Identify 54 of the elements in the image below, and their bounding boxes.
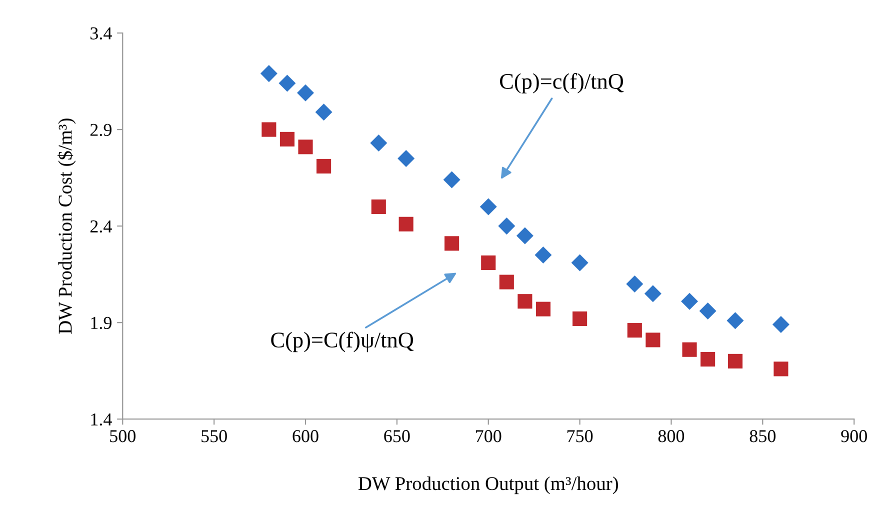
point [498, 218, 516, 235]
point [370, 134, 388, 152]
x-tick-label: 750 [567, 430, 593, 442]
point [518, 294, 532, 309]
point [772, 316, 790, 334]
y-tick-label: 3.4 [90, 27, 112, 40]
annotation: C(p)=c(f)/tnQ [500, 73, 624, 94]
point [681, 292, 698, 310]
y-tick-label: 2.4 [90, 220, 112, 233]
point [774, 362, 788, 376]
point [499, 274, 514, 290]
point [371, 199, 386, 214]
point [726, 312, 744, 330]
annotation: C(p)=C(f)ψ/tnQ [271, 332, 414, 352]
point [443, 171, 460, 188]
point [516, 227, 534, 244]
x-tick-label: 650 [384, 430, 410, 442]
point [627, 323, 642, 338]
y-tick-label: 1.9 [91, 316, 112, 330]
point [278, 74, 296, 92]
point [534, 246, 552, 264]
point [571, 254, 588, 272]
point [682, 342, 697, 357]
point [572, 311, 588, 326]
point [646, 332, 660, 348]
point [700, 352, 716, 367]
x-tick-label: 900 [841, 430, 867, 442]
y-tick-label: 1.4 [91, 413, 112, 426]
point [480, 198, 497, 216]
x-tick-label: 850 [750, 430, 776, 442]
point [315, 104, 332, 121]
x-tick-label: 600 [292, 430, 318, 442]
x-tick-label: 800 [658, 430, 684, 442]
point [536, 302, 551, 316]
point [298, 140, 313, 154]
point [444, 236, 460, 251]
point [316, 158, 332, 174]
x-tick-label: 550 [202, 430, 227, 442]
point [260, 65, 278, 82]
point [644, 285, 662, 302]
point [398, 150, 415, 167]
point [728, 354, 743, 368]
point [297, 84, 314, 102]
y-axis-title: DW Production Cost ($/m³) [58, 118, 76, 334]
y-tick-label: 2.9 [90, 124, 112, 136]
point [280, 132, 294, 146]
x-tick-label: 700 [476, 430, 502, 442]
point [481, 255, 496, 270]
x-tick-label: 500 [110, 430, 136, 442]
point [398, 216, 414, 232]
point [699, 302, 716, 320]
point [262, 122, 276, 137]
point [626, 275, 644, 292]
x-axis-title: DW Production Output (m³/hour) [358, 476, 618, 494]
